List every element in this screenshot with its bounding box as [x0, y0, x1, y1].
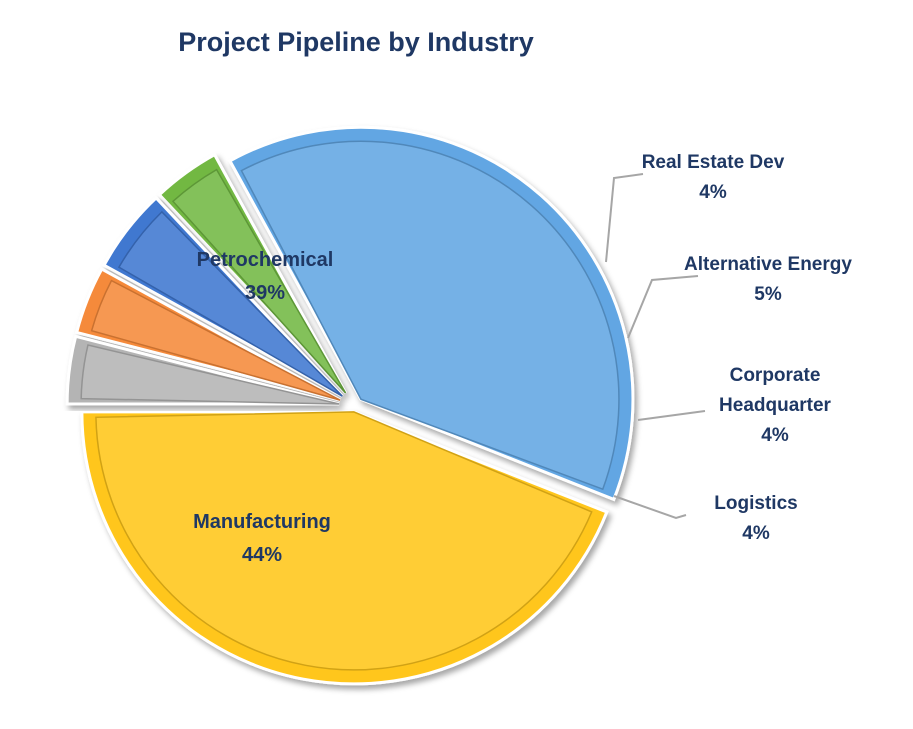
- leader-line-corporate-headquarter: [637, 410, 706, 421]
- slice-label-alternative-energy: Alternative Energy 5%: [684, 254, 852, 305]
- slice-label-logistics: Logistics 4%: [714, 493, 797, 544]
- leader-line-real-estate-dev: [605, 173, 644, 263]
- slice-label-real-estate-dev: Real Estate Dev 4%: [642, 152, 785, 203]
- pie-slice-bevel-manufacturing: [95, 411, 593, 671]
- pie-slices: [65, 125, 635, 686]
- slice-labels: Manufacturing 44% Petrochemical 39% Real Est…: [193, 152, 852, 566]
- pie-slice-bevel-logistics: [80, 344, 340, 405]
- leader-line-logistics: [613, 495, 687, 520]
- pie-slice-bevel-real-estate-dev: [171, 168, 347, 394]
- slice-label-petrochemical: Petrochemical 39%: [197, 249, 334, 304]
- chart-title: Project Pipeline by Industry: [178, 27, 534, 57]
- slice-label-corporate-headquarter: Corporate Headquarter 4%: [719, 365, 832, 446]
- leader-lines: [605, 173, 706, 520]
- leader-line-alternative-energy: [627, 275, 699, 339]
- pie-slice-bevel-alternative-energy: [117, 210, 343, 397]
- slice-label-manufacturing: Manufacturing 44%: [193, 511, 331, 566]
- pie-slice-bevel-petrochemical: [240, 140, 620, 491]
- pie-slice-bevel-corporate-headquarter: [90, 279, 341, 401]
